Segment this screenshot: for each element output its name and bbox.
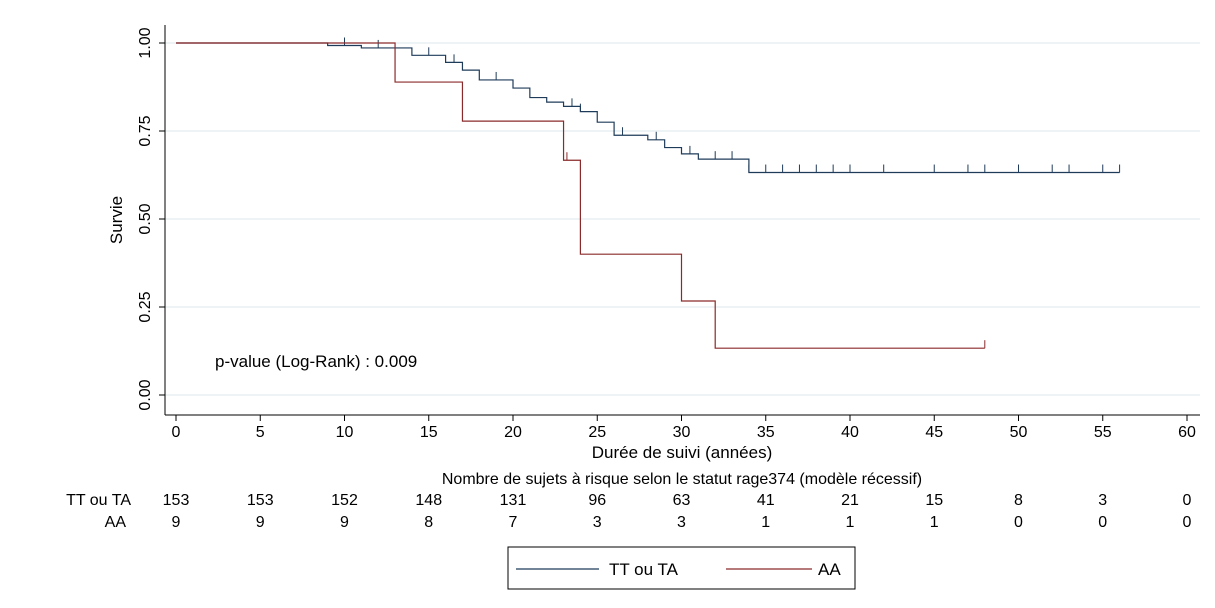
x-tick-label: 30: [673, 424, 691, 441]
plot-area: [165, 25, 1200, 415]
risk-count: 1: [761, 514, 770, 531]
risk-count: 0: [1098, 514, 1107, 531]
risk-count: 1: [930, 514, 939, 531]
risk-count: 0: [1183, 514, 1192, 531]
risk-count: 21: [841, 492, 859, 509]
risk-count: 131: [500, 492, 527, 509]
risk-count: 8: [1014, 492, 1023, 509]
y-tick-label: 1.00: [137, 27, 154, 58]
legend-box: [507, 546, 856, 590]
x-tick-label: 10: [336, 424, 354, 441]
legend: TT ou TA AA: [507, 546, 856, 590]
risk-table: TT ou TA AA 153 153 152 148 131 96 63 41 21 15 8 3 0…: [66, 492, 1191, 531]
risk-count: 3: [1098, 492, 1107, 509]
logrank-annotation: p-value (Log-Rank) : 0.009: [215, 352, 417, 371]
risk-count: 7: [509, 514, 518, 531]
y-tick-label: 0.25: [137, 291, 154, 322]
risk-count: 63: [673, 492, 691, 509]
x-tick-label: 45: [925, 424, 943, 441]
risk-count: 9: [340, 514, 349, 531]
risk-count: 41: [757, 492, 775, 509]
x-tick-label: 60: [1178, 424, 1196, 441]
x-tick-label: 35: [757, 424, 775, 441]
x-tick-label: 50: [1010, 424, 1028, 441]
series-lines: [176, 37, 1121, 349]
y-axis-title: Survie: [107, 196, 126, 244]
legend-label-tt-ta: TT ou TA: [609, 560, 679, 579]
risk-count: 9: [172, 514, 181, 531]
risk-count: 148: [415, 492, 442, 509]
risk-count: 96: [588, 492, 606, 509]
x-tick-label: 15: [420, 424, 438, 441]
risk-count: 8: [424, 514, 433, 531]
x-tick-label: 20: [504, 424, 522, 441]
y-tick-label: 0.50: [137, 203, 154, 234]
risk-row-label-tt-ta: TT ou TA: [66, 492, 131, 509]
legend-label-aa: AA: [818, 560, 841, 579]
y-tick-label: 0.00: [137, 379, 154, 410]
axes: 0.00 0.25 0.50 0.75 1.00 0 5 10 15 20 25 30 35 40 45 50…: [137, 25, 1200, 441]
risk-count: 152: [331, 492, 358, 509]
x-tick-label: 0: [172, 424, 181, 441]
risk-count: 1: [846, 514, 855, 531]
risk-count: 9: [256, 514, 265, 531]
y-tick-label: 0.75: [137, 115, 154, 146]
risk-count: 0: [1183, 492, 1192, 509]
x-tick-label: 55: [1094, 424, 1112, 441]
x-axis-title: Durée de suivi (années): [592, 443, 772, 462]
risk-count: 153: [247, 492, 274, 509]
km-curve-tt-ta: [176, 42, 1120, 174]
risk-row-label-aa: AA: [105, 514, 127, 531]
x-tick-label: 5: [256, 424, 265, 441]
risk-count: 3: [593, 514, 602, 531]
risk-count: 153: [163, 492, 190, 509]
risk-count: 3: [677, 514, 686, 531]
risk-table-title: Nombre de sujets à risque selon le statu…: [442, 471, 922, 488]
risk-count: 0: [1014, 514, 1023, 531]
km-curve-aa: [176, 42, 985, 349]
x-tick-label: 25: [588, 424, 606, 441]
risk-count: 15: [925, 492, 943, 509]
x-tick-label: 40: [841, 424, 859, 441]
